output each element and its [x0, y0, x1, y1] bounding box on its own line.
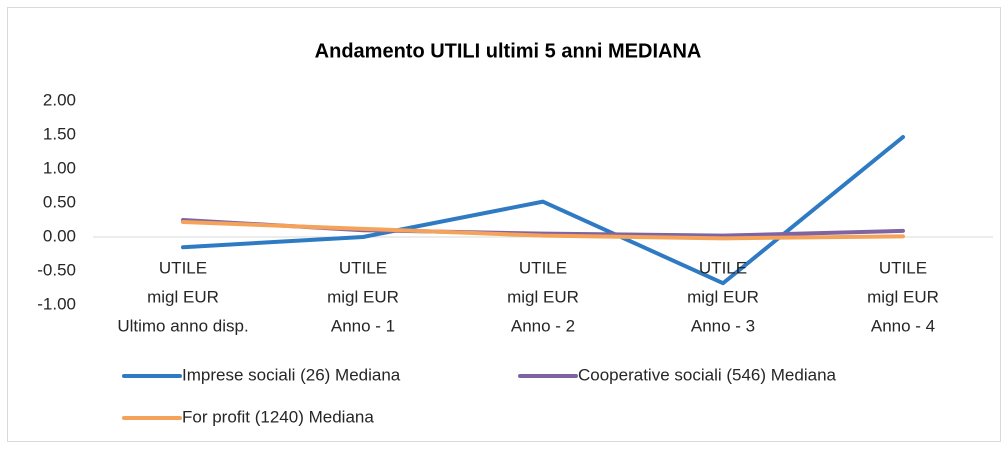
y-tick-label: 1.00	[43, 158, 76, 177]
series-line	[181, 220, 905, 241]
y-tick-label: -1.00	[37, 294, 76, 313]
y-tick-label: 0.50	[43, 192, 76, 211]
y-tick-label: -0.50	[37, 260, 76, 279]
x-tick-label: migl EUR	[867, 287, 939, 306]
x-tick-label: migl EUR	[327, 287, 399, 306]
x-tick-label: UTILE	[699, 258, 747, 277]
x-tick-label: Anno - 2	[511, 316, 575, 335]
chart-border	[7, 7, 1001, 442]
x-tick-label: Anno - 1	[331, 316, 395, 335]
x-tick-label: migl EUR	[687, 287, 759, 306]
x-tick-label: Ultimo anno disp.	[117, 316, 248, 335]
legend-label: For profit (1240) Mediana	[182, 407, 374, 426]
x-tick-label: UTILE	[339, 258, 387, 277]
y-tick-label: 1.50	[43, 124, 76, 143]
chart-title: Andamento UTILI ultimi 5 anni MEDIANA	[315, 40, 702, 62]
y-tick-label: 2.00	[43, 90, 76, 109]
x-tick-label: migl EUR	[507, 287, 579, 306]
legend-label: Imprese sociali (26) Mediana	[182, 365, 401, 384]
x-tick-label: Anno - 4	[871, 316, 935, 335]
x-tick-label: UTILE	[519, 258, 567, 277]
x-tick-label: UTILE	[879, 258, 927, 277]
x-tick-label: Anno - 3	[691, 316, 755, 335]
y-tick-label: 0.00	[43, 226, 76, 245]
x-tick-label: UTILE	[159, 258, 207, 277]
x-tick-label: migl EUR	[147, 287, 219, 306]
legend-label: Cooperative sociali (546) Mediana	[578, 365, 837, 384]
